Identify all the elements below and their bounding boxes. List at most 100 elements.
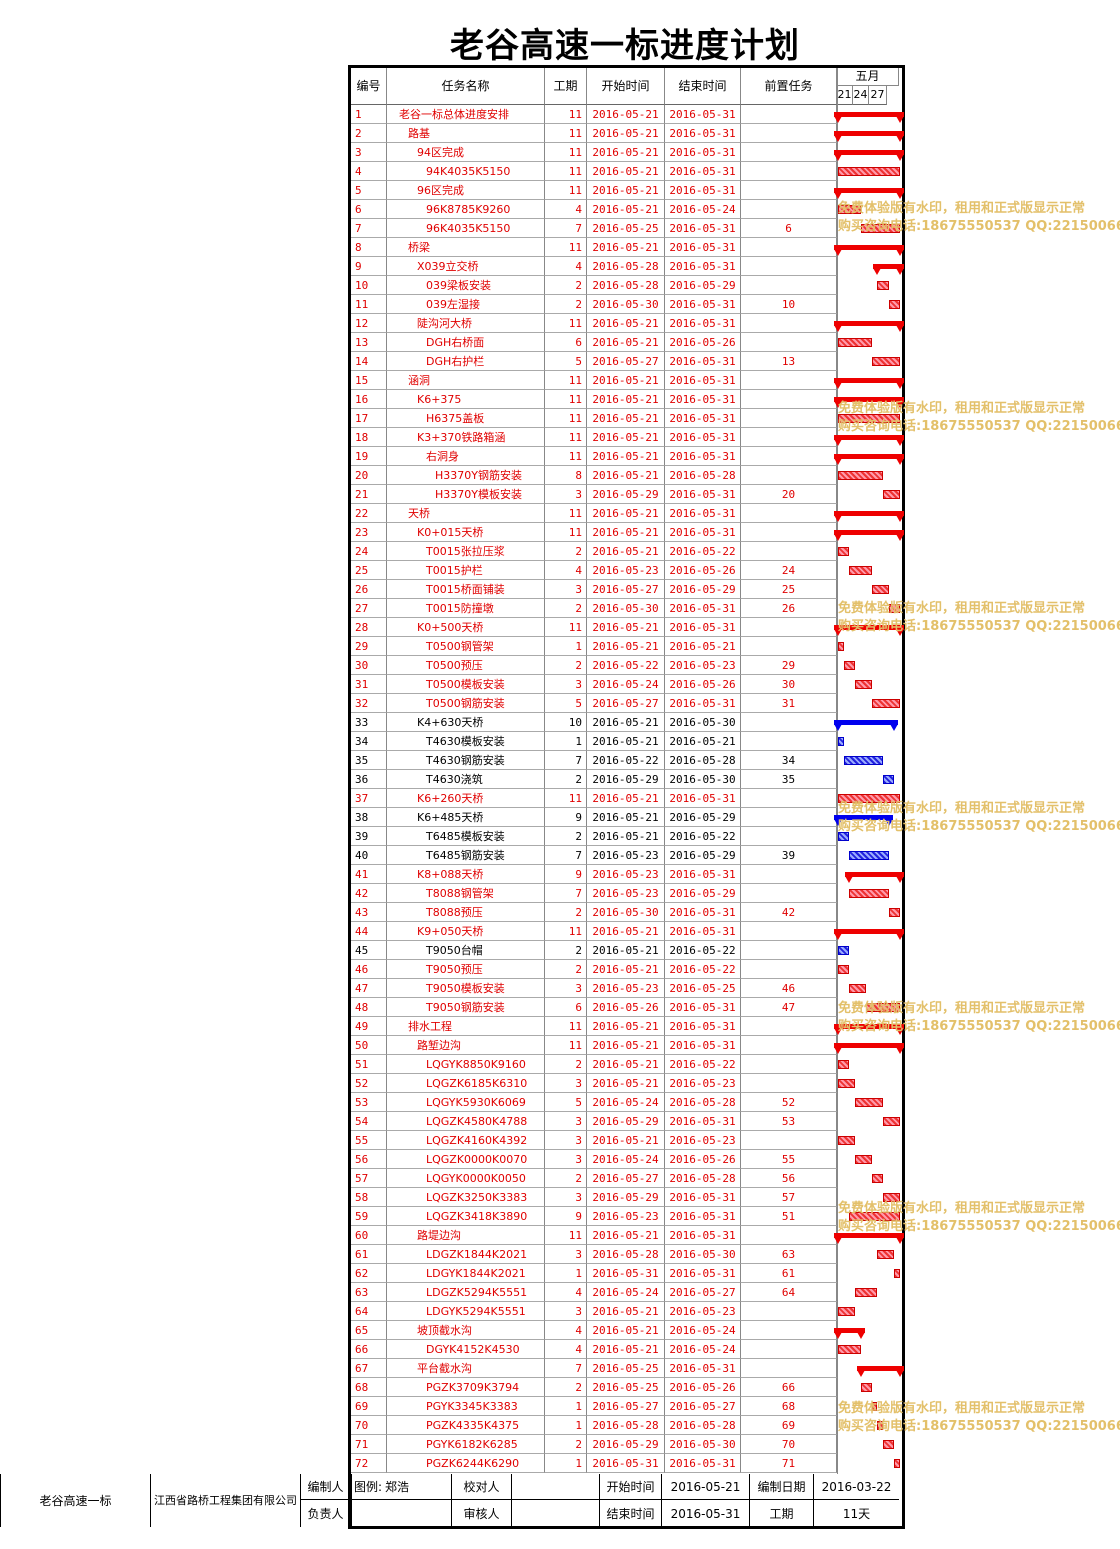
task-end[interactable]: 2016-05-27 bbox=[665, 1283, 741, 1302]
task-number[interactable]: 72 bbox=[351, 1454, 387, 1473]
task-end[interactable]: 2016-05-31 bbox=[665, 1226, 741, 1245]
task-start[interactable]: 2016-05-21 bbox=[587, 314, 665, 333]
task-predecessor[interactable]: 51 bbox=[741, 1207, 837, 1226]
task-name[interactable]: T6485钢筋安装 bbox=[387, 846, 545, 865]
task-predecessor[interactable] bbox=[741, 238, 837, 257]
task-predecessor[interactable]: 42 bbox=[741, 903, 837, 922]
task-duration[interactable]: 7 bbox=[545, 884, 587, 903]
task-bar[interactable] bbox=[838, 965, 850, 974]
task-start[interactable]: 2016-05-21 bbox=[587, 238, 665, 257]
task-number[interactable]: 68 bbox=[351, 1378, 387, 1397]
task-name[interactable]: T0015护栏 bbox=[387, 561, 545, 580]
task-end[interactable]: 2016-05-31 bbox=[665, 257, 741, 276]
task-predecessor[interactable] bbox=[741, 941, 837, 960]
task-duration[interactable]: 7 bbox=[545, 219, 587, 238]
task-bar[interactable] bbox=[838, 946, 850, 955]
task-end[interactable]: 2016-05-30 bbox=[665, 1245, 741, 1264]
task-number[interactable]: 15 bbox=[351, 371, 387, 390]
task-duration[interactable]: 11 bbox=[545, 523, 587, 542]
task-name[interactable]: 老谷一标总体进度安排 bbox=[387, 105, 545, 124]
task-end[interactable]: 2016-05-23 bbox=[665, 1131, 741, 1150]
task-number[interactable]: 30 bbox=[351, 656, 387, 675]
task-duration[interactable]: 11 bbox=[545, 238, 587, 257]
task-predecessor[interactable] bbox=[741, 1226, 837, 1245]
task-duration[interactable]: 9 bbox=[545, 808, 587, 827]
task-end[interactable]: 2016-05-22 bbox=[665, 827, 741, 846]
task-name[interactable]: T4630模板安装 bbox=[387, 732, 545, 751]
task-start[interactable]: 2016-05-21 bbox=[587, 1055, 665, 1074]
task-start[interactable]: 2016-05-21 bbox=[587, 105, 665, 124]
task-end[interactable]: 2016-05-29 bbox=[665, 276, 741, 295]
task-duration[interactable]: 2 bbox=[545, 960, 587, 979]
task-start[interactable]: 2016-05-21 bbox=[587, 162, 665, 181]
task-bar[interactable] bbox=[883, 1440, 895, 1449]
task-duration[interactable]: 2 bbox=[545, 1378, 587, 1397]
task-duration[interactable]: 3 bbox=[545, 1150, 587, 1169]
task-duration[interactable]: 2 bbox=[545, 276, 587, 295]
task-duration[interactable]: 3 bbox=[545, 1245, 587, 1264]
task-duration[interactable]: 1 bbox=[545, 1416, 587, 1435]
task-duration[interactable]: 1 bbox=[545, 637, 587, 656]
task-predecessor[interactable]: 10 bbox=[741, 295, 837, 314]
task-number[interactable]: 5 bbox=[351, 181, 387, 200]
task-start[interactable]: 2016-05-29 bbox=[587, 770, 665, 789]
task-bar[interactable] bbox=[849, 984, 867, 993]
task-number[interactable]: 70 bbox=[351, 1416, 387, 1435]
task-duration[interactable]: 5 bbox=[545, 694, 587, 713]
task-predecessor[interactable]: 64 bbox=[741, 1283, 837, 1302]
task-predecessor[interactable]: 53 bbox=[741, 1112, 837, 1131]
task-duration[interactable]: 1 bbox=[545, 1264, 587, 1283]
task-duration[interactable]: 7 bbox=[545, 751, 587, 770]
task-name[interactable]: PGYK6182K6285 bbox=[387, 1435, 545, 1454]
task-end[interactable]: 2016-05-28 bbox=[665, 1169, 741, 1188]
task-bar[interactable] bbox=[854, 1288, 878, 1297]
task-duration[interactable]: 11 bbox=[545, 618, 587, 637]
task-name[interactable]: K6+485天桥 bbox=[387, 808, 545, 827]
task-end[interactable]: 2016-05-24 bbox=[665, 1321, 741, 1340]
task-predecessor[interactable]: 70 bbox=[741, 1435, 837, 1454]
task-bar[interactable] bbox=[849, 851, 889, 860]
task-end[interactable]: 2016-05-22 bbox=[665, 960, 741, 979]
task-start[interactable]: 2016-05-23 bbox=[587, 884, 665, 903]
task-duration[interactable]: 11 bbox=[545, 143, 587, 162]
task-name[interactable]: K6+260天桥 bbox=[387, 789, 545, 808]
task-name[interactable]: 路堤边沟 bbox=[387, 1226, 545, 1245]
task-start[interactable]: 2016-05-27 bbox=[587, 1169, 665, 1188]
task-duration[interactable]: 6 bbox=[545, 333, 587, 352]
task-duration[interactable]: 2 bbox=[545, 941, 587, 960]
task-name[interactable]: T9050预压 bbox=[387, 960, 545, 979]
task-start[interactable]: 2016-05-21 bbox=[587, 732, 665, 751]
task-end[interactable]: 2016-05-22 bbox=[665, 1055, 741, 1074]
task-bar[interactable] bbox=[860, 224, 900, 233]
task-start[interactable]: 2016-05-21 bbox=[587, 143, 665, 162]
task-start[interactable]: 2016-05-31 bbox=[587, 1264, 665, 1283]
task-number[interactable]: 62 bbox=[351, 1264, 387, 1283]
task-predecessor[interactable] bbox=[741, 1340, 837, 1359]
task-end[interactable]: 2016-05-21 bbox=[665, 732, 741, 751]
task-predecessor[interactable]: 63 bbox=[741, 1245, 837, 1264]
task-end[interactable]: 2016-05-31 bbox=[665, 352, 741, 371]
task-duration[interactable]: 4 bbox=[545, 257, 587, 276]
task-duration[interactable]: 2 bbox=[545, 1435, 587, 1454]
task-bar[interactable] bbox=[883, 1117, 900, 1126]
task-name[interactable]: 路堑边沟 bbox=[387, 1036, 545, 1055]
task-predecessor[interactable]: 71 bbox=[741, 1454, 837, 1473]
task-predecessor[interactable] bbox=[741, 181, 837, 200]
task-start[interactable]: 2016-05-21 bbox=[587, 1036, 665, 1055]
task-start[interactable]: 2016-05-21 bbox=[587, 333, 665, 352]
task-end[interactable]: 2016-05-31 bbox=[665, 390, 741, 409]
task-predecessor[interactable] bbox=[741, 428, 837, 447]
task-number[interactable]: 55 bbox=[351, 1131, 387, 1150]
task-name[interactable]: LQGYK5930K6069 bbox=[387, 1093, 545, 1112]
task-name[interactable]: DGYK4152K4530 bbox=[387, 1340, 545, 1359]
task-end[interactable]: 2016-05-31 bbox=[665, 1112, 741, 1131]
task-name[interactable]: 路基 bbox=[387, 124, 545, 143]
task-name[interactable]: 94区完成 bbox=[387, 143, 545, 162]
task-end[interactable]: 2016-05-31 bbox=[665, 295, 741, 314]
task-name[interactable]: 96K4035K5150 bbox=[387, 219, 545, 238]
task-duration[interactable]: 2 bbox=[545, 1055, 587, 1074]
task-number[interactable]: 19 bbox=[351, 447, 387, 466]
task-name[interactable]: LQGZK0000K0070 bbox=[387, 1150, 545, 1169]
task-start[interactable]: 2016-05-29 bbox=[587, 1188, 665, 1207]
task-number[interactable]: 4 bbox=[351, 162, 387, 181]
